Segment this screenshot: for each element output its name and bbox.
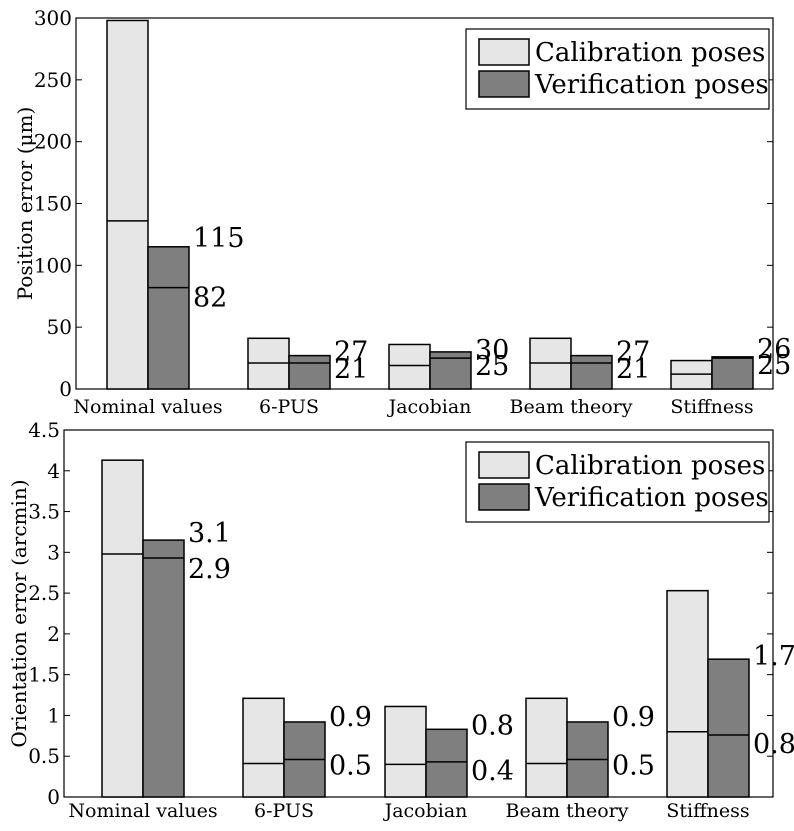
chart2-y-tick-label: 3: [47, 540, 60, 564]
chart2-bar-verification: [425, 728, 468, 798]
chart1-value-label-mean: 21: [616, 354, 650, 385]
chart2-value-label-max: 0.9: [329, 702, 372, 733]
chart2-y-tick-label: 1: [47, 703, 60, 727]
chart2-x-tick-label: Beam theory: [506, 800, 629, 822]
chart1-value-label-mean: 25: [475, 351, 509, 382]
chart2-bar-calibration: [101, 459, 144, 798]
chart1-y-tick-label: 300: [34, 6, 72, 30]
chart1-bar-verification: [570, 354, 613, 390]
chart2-bar-calibration: [666, 589, 709, 798]
chart1-legend-label: Verification poses: [534, 70, 769, 100]
chart1-legend-swatch: [478, 70, 530, 98]
chart2-legend-swatch: [478, 483, 530, 511]
chart2-x-tick-label: Stiffness: [666, 800, 749, 822]
chart1-value-label-mean: 82: [193, 283, 227, 314]
chart2-bar-verification: [707, 658, 750, 798]
chart1-y-axis-label: Position error (μm): [13, 107, 37, 301]
chart2-value-label-max: 1.7: [753, 641, 794, 672]
chart1-y-tick-label: 100: [34, 253, 72, 277]
chart1-value-label-max: 30: [475, 335, 509, 366]
chart2-legend-swatch: [478, 451, 530, 479]
chart1-x-tick-label: 6-PUS: [259, 396, 319, 418]
chart2-value-label-max: 0.8: [471, 710, 514, 741]
chart1-value-label-max: 27: [616, 337, 650, 368]
chart2-y-tick-label: 1.5: [28, 663, 60, 687]
chart2-value-label-mean: 0.5: [329, 750, 372, 781]
chart1-y-tick-label: 0: [59, 377, 72, 401]
chart1-value-label-mean: 25: [757, 350, 791, 381]
chart2-value-label-mean: 0.8: [753, 729, 794, 760]
chart2-y-tick-label: 2.5: [28, 581, 60, 605]
chart2-x-tick-label: Nominal values: [68, 800, 217, 822]
chart1-bar-calibration: [106, 19, 149, 390]
chart1-value-label-mean: 21: [334, 354, 368, 385]
chart1-y-tick-label: 250: [34, 68, 72, 92]
chart2-value-label-mean: 0.4: [471, 756, 514, 787]
chart2-y-tick-label: 4: [47, 459, 60, 483]
chart1-y-tick-label: 50: [47, 315, 72, 339]
chart2-value-label-max: 3.1: [188, 518, 231, 549]
chart1-x-tick-label: Jacobian: [387, 396, 472, 418]
chart2-y-tick-label: 2: [47, 622, 60, 646]
chart1-y-tick-label: 150: [34, 192, 72, 216]
chart1-x-tick-label: Beam theory: [510, 396, 633, 418]
chart2-y-tick-label: 0.5: [28, 744, 60, 768]
chart1-legend-label: Calibration poses: [535, 38, 765, 68]
chart1-y-tick-label: 200: [34, 130, 72, 154]
chart2-value-label-mean: 2.9: [188, 554, 231, 585]
chart1-value-label-max: 27: [334, 337, 368, 368]
chart2-bar-calibration: [525, 697, 568, 798]
chart2-bar-calibration: [242, 697, 285, 798]
chart2-y-tick-label: 4.5: [28, 418, 60, 442]
chart2-y-tick-label: 0: [47, 785, 60, 809]
chart2-value-label-max: 0.9: [612, 702, 655, 733]
chart2-value-label-mean: 0.5: [612, 750, 655, 781]
chart1-bar-verification: [711, 356, 754, 390]
chart1-x-tick-label: Nominal values: [73, 396, 222, 418]
chart2-legend-label: Calibration poses: [535, 451, 765, 481]
chart1-bar-calibration: [388, 343, 431, 390]
chart1-x-tick-label: Stiffness: [670, 396, 753, 418]
chart2-bar-verification: [142, 539, 185, 798]
chart1-value-label-max: 115: [193, 223, 245, 254]
chart2-legend-label: Verification poses: [534, 483, 769, 513]
chart1-bar-verification: [147, 246, 190, 390]
chart2-x-tick-label: Jacobian: [383, 800, 468, 822]
chart2-y-axis-label: Orientation error (arcmin): [7, 479, 31, 747]
chart2-x-tick-label: 6-PUS: [254, 800, 314, 822]
chart1-bar-verification: [288, 354, 331, 390]
chart1-legend-swatch: [478, 38, 530, 66]
chart2-y-tick-label: 3.5: [28, 500, 60, 524]
chart1-value-label-max: 26: [757, 334, 791, 365]
chart2-bar-calibration: [384, 705, 427, 798]
